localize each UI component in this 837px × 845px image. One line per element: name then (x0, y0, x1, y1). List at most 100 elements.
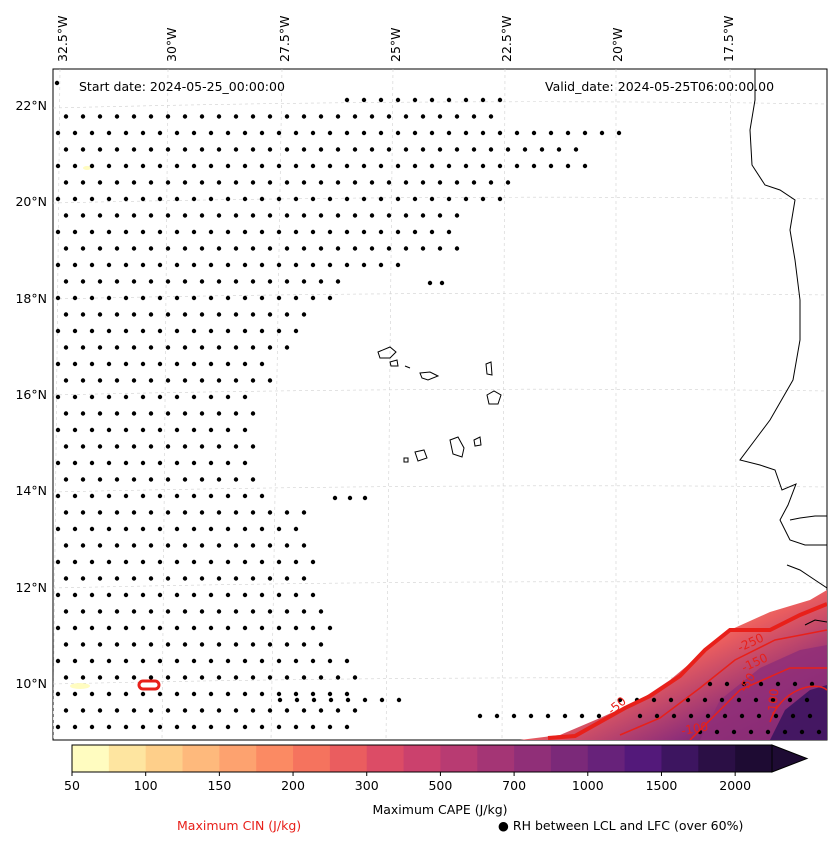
rh-dot (267, 246, 273, 251)
rh-dot (191, 625, 197, 631)
rh-dot (327, 724, 333, 730)
rh-dot (97, 147, 103, 152)
rh-dot (267, 576, 273, 581)
rh-dot (199, 477, 205, 482)
colorbar-tick-label: 700 (502, 778, 526, 793)
rh-dot (488, 114, 494, 119)
rh-dot (148, 378, 154, 383)
rh-dot (412, 130, 418, 136)
africa-coast (739, 69, 827, 546)
colorbar-swatch (698, 745, 736, 772)
rh-dot (174, 658, 180, 664)
rh-dot (250, 543, 256, 548)
rh-dot (114, 510, 120, 515)
rh-dot (284, 543, 290, 548)
rh-dot (259, 691, 265, 697)
cin-contour-small (137, 679, 161, 691)
rh-dot (276, 526, 282, 532)
rh-dot (310, 724, 316, 730)
africa-coast (786, 564, 827, 589)
rh-dot (191, 394, 197, 400)
rh-dot (327, 130, 333, 136)
rh-dot (89, 328, 95, 334)
rh-dot (276, 724, 282, 730)
rh-dot (72, 559, 78, 565)
rh-dot (494, 713, 500, 719)
rh-dot (225, 427, 231, 433)
rh-dot (80, 609, 86, 614)
rh-dot (216, 609, 222, 614)
rh-dot (148, 312, 154, 317)
rh-dot (429, 196, 435, 202)
rh-dot (301, 510, 307, 515)
lon-label: 20°W (610, 27, 625, 62)
rh-dot (72, 229, 78, 235)
rh-dot (242, 229, 248, 235)
rh-dot (72, 427, 78, 433)
rh-dot (157, 493, 163, 499)
island (389, 359, 399, 367)
rh-dot (114, 213, 120, 218)
rh-dot (131, 477, 137, 482)
rh-dot (335, 180, 341, 185)
rh-dot (63, 543, 69, 548)
rh-dot (539, 147, 545, 152)
rh-dot (741, 681, 747, 687)
rh-dot (140, 361, 146, 367)
rh-dot (395, 196, 401, 202)
rh-dot (225, 559, 231, 565)
rh-dot (208, 592, 214, 598)
rh-dot (199, 279, 205, 284)
rh-dot (216, 246, 222, 251)
rh-dot (97, 708, 103, 713)
rh-dot (250, 510, 256, 515)
rh-dot (182, 114, 188, 119)
rh-dot (522, 147, 528, 152)
rh-dot (378, 163, 384, 169)
rh-dot (310, 658, 316, 664)
rh-dot (63, 675, 69, 680)
rh-dot (106, 262, 112, 268)
rh-dot (267, 378, 273, 383)
rh-dot (174, 691, 180, 697)
rh-dot (216, 279, 222, 284)
rh-dot (63, 378, 69, 383)
rh-dot (199, 213, 205, 218)
rh-dot (55, 625, 61, 631)
rh-dot (208, 427, 214, 433)
contour-label: -100 (680, 719, 709, 738)
rh-dot (89, 130, 95, 136)
rh-dot (378, 262, 384, 268)
rh-dot (403, 180, 409, 185)
colorbar-tick-label: 2000 (719, 778, 751, 793)
coastlines (739, 69, 827, 626)
rh-dot (72, 262, 78, 268)
rh-dot (123, 592, 129, 598)
rh-dot (233, 279, 239, 284)
colorbar-swatch (145, 745, 184, 772)
rh-dot (276, 625, 282, 631)
rh-dot (429, 97, 435, 103)
rh-dot (250, 477, 256, 482)
rh-dot (488, 180, 494, 185)
rh-dot (250, 411, 256, 416)
rh-dot (89, 394, 95, 400)
rh-dot (259, 295, 265, 301)
rh-dot (174, 229, 180, 235)
rh-dot (753, 697, 759, 703)
rh-dot (140, 262, 146, 268)
rh-dot (225, 262, 231, 268)
rh-dot (259, 229, 265, 235)
rh-dot (293, 163, 299, 169)
rh-dot (80, 345, 86, 350)
rh-dot (131, 378, 137, 383)
lat-label: 22°N (15, 98, 47, 113)
rh-dot (225, 724, 231, 730)
rh-dot (89, 196, 95, 202)
latitude-labels: 22°N 20°N 18°N 16°N 14°N 12°N 10°N (15, 98, 47, 691)
rh-dot (55, 262, 61, 268)
rh-dot (165, 609, 171, 614)
cape-region-core (770, 685, 827, 740)
rh-dot (480, 130, 486, 136)
rh-dot (259, 163, 265, 169)
